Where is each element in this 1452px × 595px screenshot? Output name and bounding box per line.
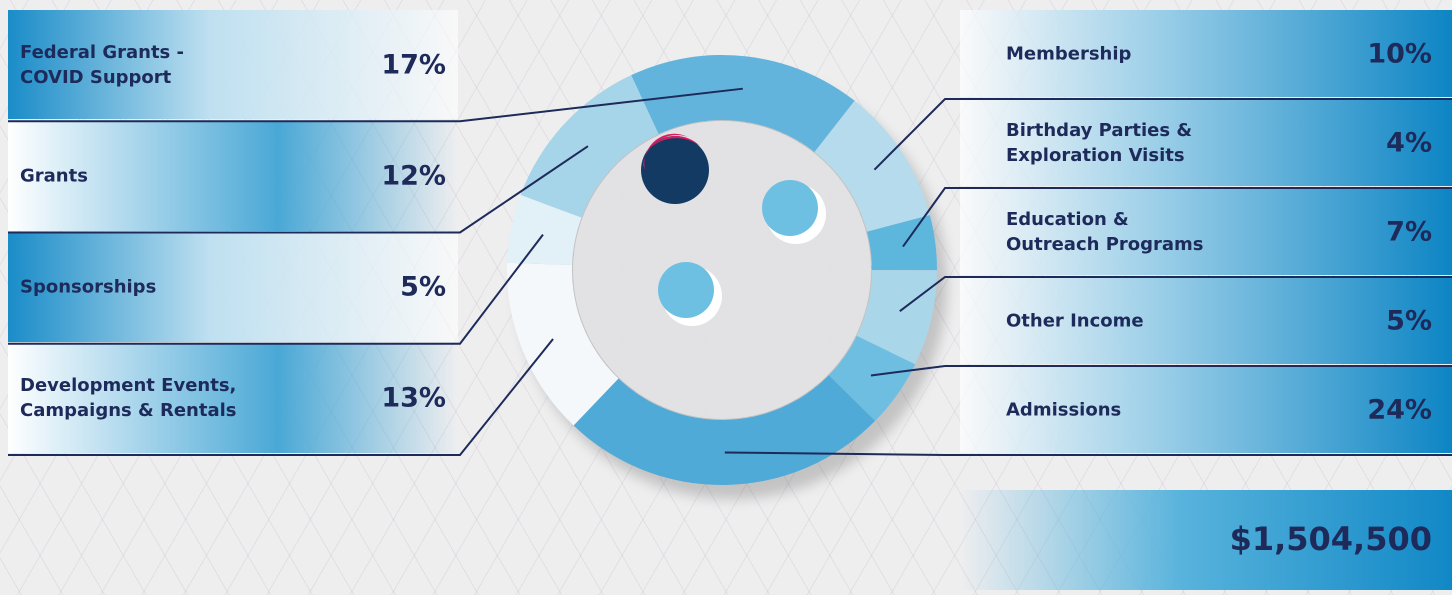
donut-segment [828,335,916,421]
label-row: Grants 12% [8,121,458,231]
label-row: Admissions 24% [960,366,1452,453]
donut-segment [573,375,876,485]
dot-accent [650,136,700,148]
dot [641,136,709,204]
value-label: 24% [1367,394,1432,425]
category-label: Federal Grants - COVID Support [20,41,184,88]
category-label: Birthday Parties & Exploration Visits [1006,119,1193,166]
total: $1,504,500 [960,490,1452,590]
leader-line [8,233,544,345]
donut-segment [867,215,937,271]
category-label: Education & Outreach Programs [1006,208,1204,255]
leader-line [8,87,743,123]
category-label: Other Income [1006,310,1144,331]
leader-line [873,98,1452,171]
leader-line [870,365,1452,377]
value-label: 12% [381,160,446,192]
leader-line [8,338,554,456]
category-label: Grants [20,165,88,187]
value-label: 10% [1367,38,1432,69]
leader-line [8,145,589,234]
donut-segment [507,194,582,266]
dot [658,262,714,318]
label-row: Sponsorships 5% [8,232,458,342]
category-label: Sponsorships [20,276,157,298]
donut-segment [856,270,937,365]
label-row: Education & Outreach Programs 7% [960,188,1452,275]
category-label: Development Events, Campaigns & Rentals [20,375,237,422]
dot-accent [643,133,688,170]
donut-segment [814,100,930,232]
label-row: Federal Grants - COVID Support 17% [8,10,458,120]
donut-segment [631,54,855,152]
leader-line [724,451,1452,456]
label-row: Membership 10% [960,10,1452,97]
donut-segment [520,75,659,218]
label-row: Other Income 5% [960,277,1452,364]
donut-hole [573,121,871,419]
value-label: 17% [381,49,446,81]
value-label: 13% [381,382,446,414]
category-label: Membership [1006,43,1132,64]
value-label: 7% [1386,216,1432,247]
leader-line [902,187,1452,248]
label-row: Development Events, Campaigns & Rentals 1… [8,343,458,453]
leader-line [899,276,1452,312]
value-label: 4% [1386,127,1432,158]
value-label: 5% [400,271,446,303]
category-label: Admissions [1006,399,1122,420]
donut-segment [507,262,619,426]
label-row: Birthday Parties & Exploration Visits 4% [960,99,1452,186]
value-label: 5% [1386,305,1432,336]
dot [762,180,818,236]
